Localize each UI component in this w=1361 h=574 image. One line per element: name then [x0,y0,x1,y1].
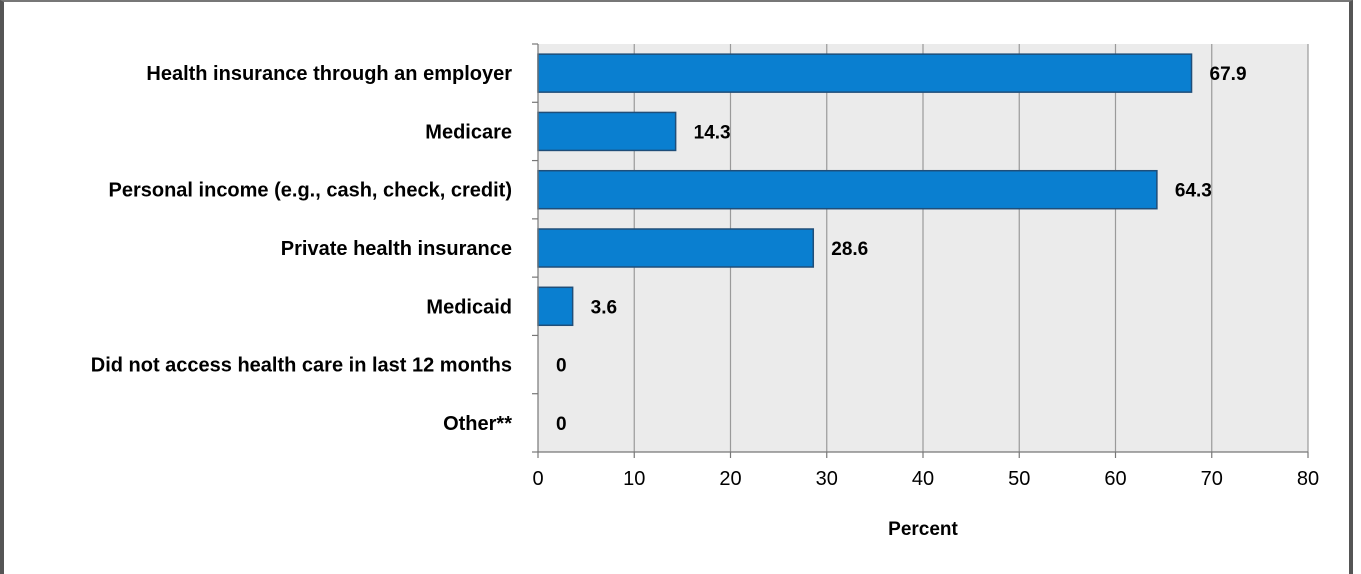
value-label: 28.6 [831,239,868,260]
bar [537,286,574,327]
x-tick-label: 60 [1104,468,1126,490]
value-label: 0 [556,356,567,377]
x-tick-label: 20 [719,468,741,490]
category-label: Personal income (e.g., cash, check, cred… [109,180,513,202]
labels: 0 10 20 30 40 50 60 70 80 Health insurance throug… [91,63,1319,490]
value-label: 14.3 [694,122,731,143]
x-tick-label: 50 [1008,468,1030,490]
category-label: Private health insurance [281,238,512,260]
value-label: 64.3 [1175,181,1212,202]
category-label: Did not access health care in last 12 mo… [91,355,512,377]
bar [537,228,815,268]
category-label: Medicare [425,121,512,143]
bar [537,111,677,152]
bar [537,169,1158,210]
category-label: Other** [443,413,512,435]
value-label: 3.6 [591,297,617,318]
x-tick-label: 10 [623,468,645,490]
bars [537,53,1193,327]
x-tick-label: 80 [1297,468,1319,490]
value-label: 67.9 [1210,64,1247,85]
x-tick-label: 70 [1201,468,1223,490]
x-tick-label: 0 [532,468,543,490]
axes [532,43,1309,458]
x-axis-title: Percent [888,519,958,540]
category-label: Medicaid [426,296,512,318]
category-label: Health insurance through an employer [146,63,512,85]
x-tick-label: 30 [816,468,838,490]
x-tick-label: 40 [912,468,934,490]
bar [537,53,1193,93]
value-label: 0 [556,414,567,435]
